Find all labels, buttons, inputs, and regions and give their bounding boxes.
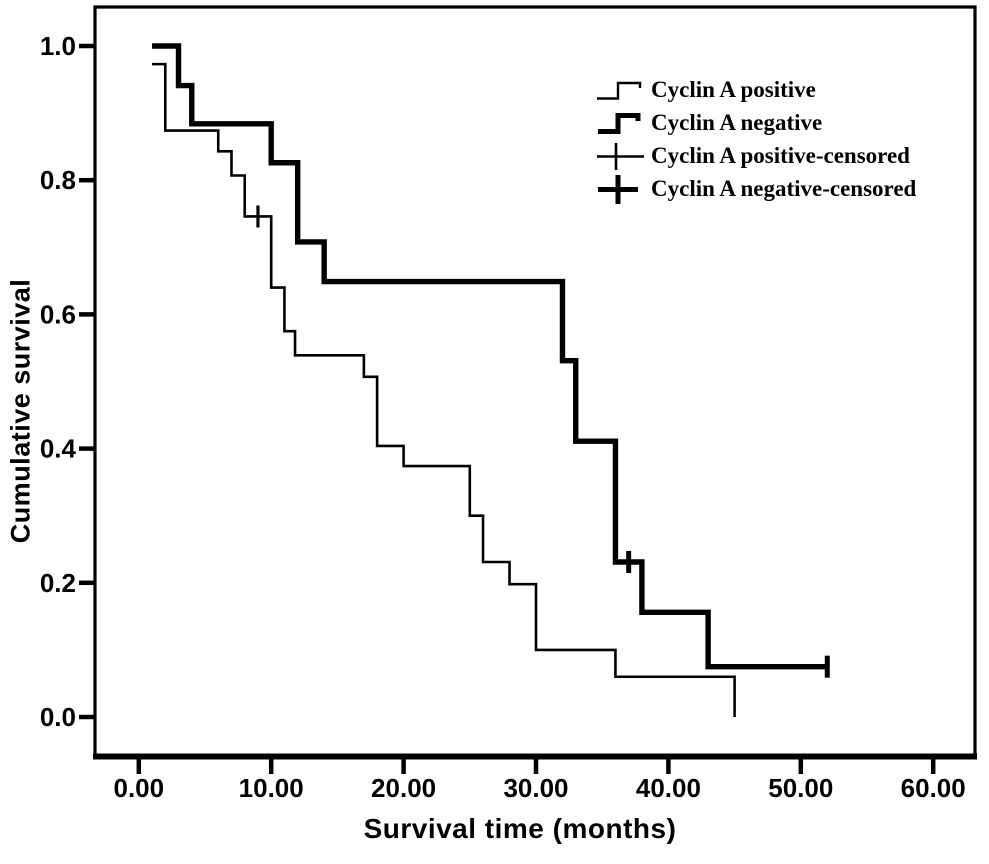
thin-censor-plus-icon [597,143,644,170]
legend-item-cyclin-a-negative-censored: Cyclin A negative-censored [596,173,916,205]
y-tick-label: 0.8 [40,165,76,195]
legend-label: Cyclin A positive-censored [651,143,910,168]
thick-step-line-icon [598,113,641,134]
y-tick-label: 1.0 [40,31,76,61]
x-tick-label: 10.00 [239,773,304,803]
legend: Cyclin A positive Cyclin A negative Cycl… [596,74,916,206]
y-tick-label: 0.6 [40,299,76,329]
legend-label: Cyclin A negative-censored [651,176,917,201]
survival-curve-cyclin-a-positive [152,62,736,717]
y-tick-label: 0.4 [40,434,77,464]
legend-item-cyclin-a-positive-censored: Cyclin A positive-censored [596,140,916,172]
legend-item-cyclin-a-negative: Cyclin A negative [596,107,916,139]
x-tick-label: 30.00 [503,773,568,803]
x-tick-label: 20.00 [371,773,436,803]
thick-censor-plus-icon [598,175,638,204]
y-tick-label: 0.2 [40,568,76,598]
x-axis-title: Survival time (months) [363,813,677,844]
x-tick-label: 60.00 [901,773,966,803]
x-tick-label: 40.00 [636,773,701,803]
plot-frame [93,5,977,755]
survival-curve-cyclin-a-negative [152,43,828,670]
legend-item-cyclin-a-positive: Cyclin A positive [596,74,916,106]
x-tick-label: 0.00 [113,773,164,803]
legend-label: Cyclin A positive [651,77,816,102]
thin-step-line-icon [597,81,642,100]
legend-label: Cyclin A negative [651,110,823,135]
y-tick-label: 0.0 [40,702,76,732]
y-axis-title: Cumulative survival [5,278,36,544]
x-tick-label: 50.00 [768,773,833,803]
